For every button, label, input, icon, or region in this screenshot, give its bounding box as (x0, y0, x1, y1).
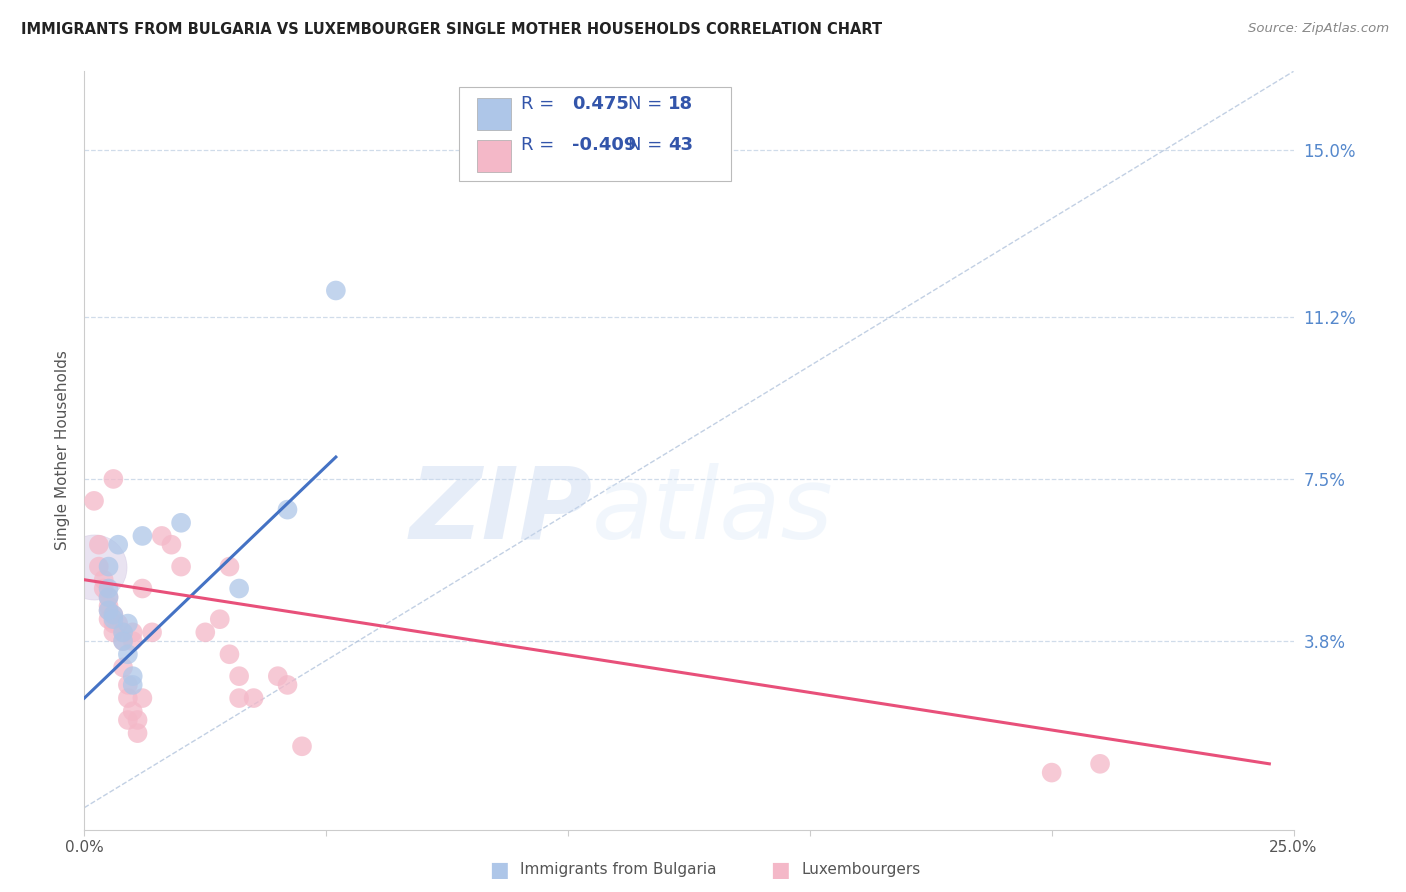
Point (93, 582, 115, 596)
Point (325, 284, 347, 298)
Point (97, 582, 120, 596)
Point (127, 726, 149, 740)
Point (97, 599, 120, 613)
Point (117, 616, 139, 631)
Point (93, 573, 115, 587)
Point (276, 502, 298, 516)
Point (87, 538, 110, 552)
Point (83, 494, 105, 508)
Point (107, 616, 129, 631)
Point (112, 634, 135, 648)
Point (117, 647, 139, 661)
Point (103, 625, 125, 640)
Point (117, 713, 139, 727)
Point (121, 704, 143, 718)
Point (218, 647, 240, 661)
Text: -0.409: -0.409 (572, 136, 636, 154)
Point (121, 625, 143, 640)
Point (97, 612, 120, 626)
Text: ZIP: ZIP (409, 463, 592, 559)
Point (103, 607, 125, 622)
Text: IMMIGRANTS FROM BULGARIA VS LUXEMBOURGER SINGLE MOTHER HOUSEHOLDS CORRELATION CH: IMMIGRANTS FROM BULGARIA VS LUXEMBOURGER… (21, 22, 882, 37)
Point (112, 625, 135, 640)
Point (1088, 756, 1111, 771)
Point (228, 691, 250, 706)
Point (208, 612, 231, 626)
Point (97, 591, 120, 605)
Text: R =: R = (520, 136, 560, 154)
Point (97, 559, 120, 574)
Point (103, 616, 125, 631)
Point (107, 538, 129, 552)
Point (112, 634, 135, 648)
Point (160, 538, 183, 552)
Point (121, 669, 143, 683)
Text: ■: ■ (489, 860, 509, 880)
Text: 18: 18 (668, 95, 693, 113)
Text: N =: N = (628, 95, 668, 113)
Point (1040, 765, 1063, 780)
Point (83, 559, 105, 574)
Point (112, 625, 135, 640)
Point (97, 603, 120, 617)
Text: 43: 43 (668, 136, 693, 154)
Point (194, 625, 217, 640)
Point (170, 516, 193, 530)
Text: Immigrants from Bulgaria: Immigrants from Bulgaria (520, 863, 717, 877)
Point (141, 625, 163, 640)
Point (131, 691, 153, 706)
Text: 0.475: 0.475 (572, 95, 628, 113)
Point (87, 559, 110, 574)
Text: atlas: atlas (592, 463, 834, 559)
Point (97, 603, 120, 617)
Point (117, 678, 139, 692)
Point (291, 739, 314, 754)
Point (218, 559, 240, 574)
Point (117, 691, 139, 706)
Point (97, 591, 120, 605)
Point (150, 529, 173, 543)
Point (103, 472, 125, 486)
Point (170, 559, 193, 574)
Point (103, 607, 125, 622)
Point (242, 691, 264, 706)
Text: N =: N = (628, 136, 668, 154)
Point (228, 669, 250, 683)
Text: R =: R = (520, 95, 560, 113)
FancyBboxPatch shape (460, 87, 731, 181)
Point (103, 612, 125, 626)
Text: ■: ■ (770, 860, 790, 880)
Point (131, 529, 153, 543)
Point (121, 678, 143, 692)
Point (112, 660, 135, 674)
Point (228, 582, 250, 596)
Y-axis label: Single Mother Households: Single Mother Households (55, 351, 70, 550)
Text: Luxembourgers: Luxembourgers (801, 863, 921, 877)
Point (267, 669, 290, 683)
Point (121, 634, 143, 648)
Text: Source: ZipAtlas.com: Source: ZipAtlas.com (1249, 22, 1389, 36)
Point (127, 713, 149, 727)
Bar (478, 98, 512, 129)
Point (131, 582, 153, 596)
Bar (478, 140, 512, 172)
Point (276, 678, 298, 692)
